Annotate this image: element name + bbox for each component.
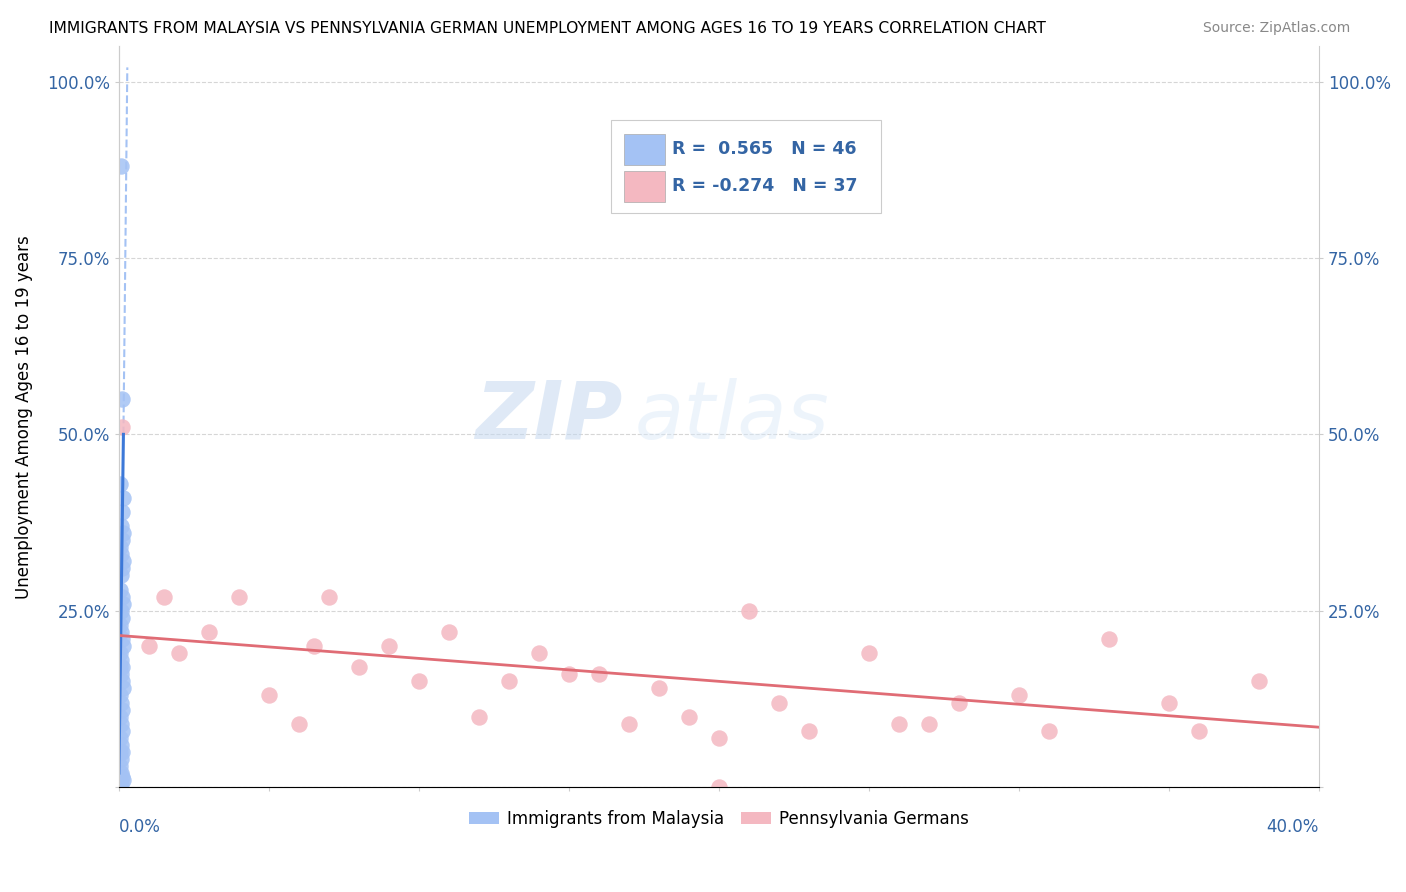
Point	[110, 660, 132, 674]
Y-axis label: Unemployment Among Ages 16 to 19 years: Unemployment Among Ages 16 to 19 years	[15, 235, 32, 599]
Point	[110, 689, 132, 703]
Point	[948, 696, 970, 710]
Point	[111, 561, 134, 575]
Point	[648, 681, 671, 696]
Point	[678, 709, 700, 723]
Point	[110, 624, 132, 639]
Text: 40.0%: 40.0%	[1267, 818, 1319, 836]
Point	[111, 674, 134, 689]
Point	[288, 716, 311, 731]
Point	[110, 519, 132, 533]
Point	[437, 624, 460, 639]
Point	[887, 716, 910, 731]
Point	[110, 667, 132, 681]
Point	[110, 709, 132, 723]
Point	[111, 590, 134, 604]
Point	[110, 716, 132, 731]
Point	[110, 745, 132, 759]
Point	[110, 653, 132, 667]
Point	[110, 547, 132, 561]
Point	[111, 533, 134, 548]
Point	[110, 646, 132, 660]
Point	[110, 568, 132, 582]
Point	[558, 667, 581, 681]
Point	[110, 777, 132, 791]
Point	[111, 723, 134, 738]
Point	[111, 660, 134, 674]
FancyBboxPatch shape	[624, 134, 665, 165]
Text: R = -0.274   N = 37: R = -0.274 N = 37	[672, 178, 858, 195]
FancyBboxPatch shape	[612, 120, 882, 213]
Point	[1188, 723, 1211, 738]
FancyBboxPatch shape	[624, 170, 665, 202]
Point	[110, 476, 132, 491]
Point	[1038, 723, 1060, 738]
Point	[110, 541, 132, 555]
Text: Source: ZipAtlas.com: Source: ZipAtlas.com	[1202, 21, 1350, 35]
Point	[111, 745, 134, 759]
Point	[468, 709, 491, 723]
Point	[110, 738, 132, 752]
Point	[257, 689, 280, 703]
Point	[768, 696, 790, 710]
Point	[110, 618, 132, 632]
Point	[707, 780, 730, 794]
Text: R =  0.565   N = 46: R = 0.565 N = 46	[672, 140, 856, 158]
Point	[111, 491, 134, 505]
Text: atlas: atlas	[636, 377, 830, 456]
Point	[707, 731, 730, 745]
Point	[408, 674, 430, 689]
Point	[228, 590, 250, 604]
Point	[153, 590, 176, 604]
Point	[111, 611, 134, 625]
Point	[198, 624, 221, 639]
Point	[1008, 689, 1031, 703]
Point	[111, 420, 134, 434]
Point	[110, 696, 132, 710]
Point	[111, 392, 134, 406]
Text: IMMIGRANTS FROM MALAYSIA VS PENNSYLVANIA GERMAN UNEMPLOYMENT AMONG AGES 16 TO 19: IMMIGRANTS FROM MALAYSIA VS PENNSYLVANIA…	[49, 21, 1046, 36]
Point	[112, 773, 135, 788]
Point	[378, 639, 401, 653]
Point	[111, 681, 134, 696]
Point	[167, 646, 190, 660]
Point	[110, 604, 132, 618]
Point	[318, 590, 340, 604]
Point	[112, 526, 135, 541]
Point	[527, 646, 550, 660]
Point	[111, 639, 134, 653]
Point	[111, 702, 134, 716]
Point	[1098, 632, 1121, 646]
Point	[302, 639, 325, 653]
Point	[111, 505, 134, 519]
Point	[797, 723, 820, 738]
Point	[1247, 674, 1270, 689]
Point	[111, 632, 134, 646]
Point	[111, 770, 134, 784]
Point	[110, 582, 132, 597]
Point	[110, 779, 132, 793]
Text: ZIP: ZIP	[475, 377, 623, 456]
Point	[617, 716, 640, 731]
Point	[1157, 696, 1180, 710]
Point	[347, 660, 370, 674]
Point	[110, 752, 132, 766]
Point	[918, 716, 941, 731]
Point	[110, 759, 132, 773]
Text: 0.0%: 0.0%	[120, 818, 160, 836]
Legend: Immigrants from Malaysia, Pennsylvania Germans: Immigrants from Malaysia, Pennsylvania G…	[463, 803, 976, 834]
Point	[738, 604, 761, 618]
Point	[111, 554, 134, 568]
Point	[138, 639, 160, 653]
Point	[110, 766, 132, 780]
Point	[588, 667, 610, 681]
Point	[858, 646, 880, 660]
Point	[110, 731, 132, 745]
Point	[110, 159, 132, 173]
Point	[111, 597, 134, 611]
Point	[498, 674, 520, 689]
